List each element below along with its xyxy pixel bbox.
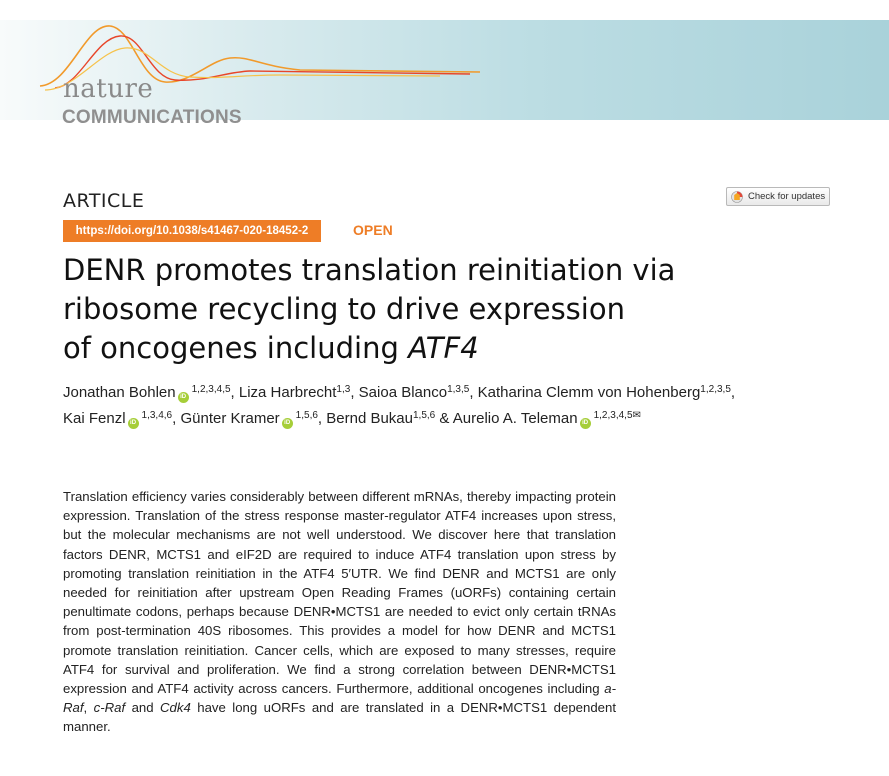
- abstract-gene-cdk4: Cdk4: [160, 700, 191, 716]
- article-title: DENR promotes translation reinitiation v…: [63, 251, 783, 368]
- author-separator: &: [435, 410, 453, 427]
- author-affiliations: 1,5,6: [295, 410, 318, 421]
- abstract-text-end: have long uORFs and are translated in a …: [63, 700, 616, 735]
- open-access-badge: OPEN: [353, 222, 393, 238]
- author-affiliations: 1,2,3,5: [700, 384, 731, 395]
- author-separator: ,: [172, 410, 181, 427]
- author-affiliations: 1,2,3,4,5: [593, 410, 633, 421]
- title-line-2: ribosome recycling to drive expression: [63, 292, 625, 326]
- title-gene-name: ATF4: [408, 331, 479, 365]
- journal-logo-communications: COMMUNICATIONS: [62, 107, 242, 128]
- corresponding-author-envelope-icon[interactable]: ✉: [632, 410, 641, 421]
- check-updates-icon: [731, 190, 743, 203]
- orcid-icon[interactable]: iD: [579, 418, 591, 429]
- check-updates-label: Check for updates: [748, 191, 826, 202]
- author-separator: ,: [469, 384, 478, 401]
- author-name[interactable]: Günter Kramer: [180, 410, 280, 427]
- author-name[interactable]: Aurelio A. Teleman: [452, 410, 578, 427]
- author-separator: ,: [350, 384, 359, 401]
- orcid-icon[interactable]: iD: [127, 418, 139, 429]
- abstract: Translation efficiency varies considerab…: [63, 487, 616, 737]
- author-name[interactable]: Katharina Clemm von Hohenberg: [477, 384, 701, 401]
- author-affiliations: 1,3,5: [447, 384, 470, 395]
- abstract-separator: ,: [83, 700, 94, 716]
- author-affiliations: 1,3: [336, 384, 351, 395]
- title-line-3: of oncogenes including: [63, 331, 399, 365]
- author-name[interactable]: Kai Fenzl: [63, 410, 126, 427]
- author-affiliations: 1,3,4,6: [141, 410, 173, 421]
- abstract-gene-a-raf: a-Raf: [63, 681, 616, 716]
- abstract-gene-c-raf: c-Raf: [93, 700, 126, 716]
- logo-wave-graphic: [39, 25, 481, 91]
- author-separator: ,: [730, 384, 736, 401]
- article-type-label: ARTICLE: [63, 190, 145, 212]
- doi-link[interactable]: https://doi.org/10.1038/s41467-020-18452…: [63, 220, 321, 242]
- author-name[interactable]: Jonathan Bohlen: [63, 384, 176, 401]
- title-line-1: DENR promotes translation reinitiation v…: [63, 253, 676, 287]
- check-for-updates-button[interactable]: Check for updates: [726, 187, 830, 206]
- author-affiliations: 1,5,6: [413, 410, 436, 421]
- author-name[interactable]: Saioa Blanco: [358, 384, 448, 401]
- author-separator: ,: [230, 384, 239, 401]
- orcid-icon[interactable]: iD: [281, 418, 293, 429]
- author-name[interactable]: Bernd Bukau: [326, 410, 413, 427]
- abstract-text-main: Translation efficiency varies considerab…: [63, 489, 616, 697]
- author-name[interactable]: Liza Harbrecht: [238, 384, 337, 401]
- author-separator: ,: [317, 410, 327, 427]
- author-list: Jonathan Bohlen iD1,2,3,4,5, Liza Harbrec…: [63, 380, 793, 432]
- orcid-icon[interactable]: iD: [177, 392, 189, 403]
- author-affiliations: 1,2,3,4,5: [191, 384, 231, 395]
- journal-header: nature COMMUNICATIONS: [0, 20, 889, 128]
- journal-logo-nature: nature: [63, 74, 154, 104]
- abstract-separator: and: [125, 700, 161, 716]
